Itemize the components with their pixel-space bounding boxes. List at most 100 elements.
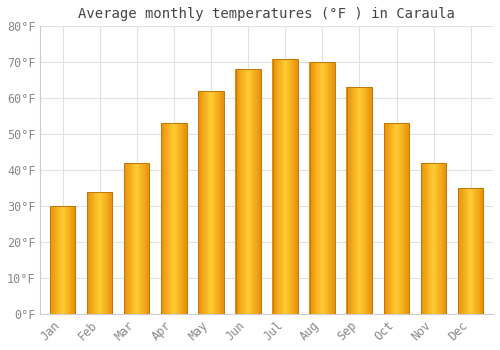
Bar (166, 123, 167, 314)
Bar (199, 91, 200, 314)
Bar (275, 59, 276, 314)
Bar (68, 206, 70, 314)
Bar (222, 91, 223, 314)
Bar (325, 62, 326, 314)
Bar (469, 188, 470, 314)
Bar (106, 192, 108, 314)
Bar (472, 188, 474, 314)
Bar (62, 206, 64, 314)
Bar (216, 91, 217, 314)
Bar (236, 69, 260, 314)
Bar (445, 163, 446, 314)
Bar (144, 163, 146, 314)
Bar (482, 188, 483, 314)
Bar (173, 123, 174, 314)
Bar (347, 88, 372, 314)
Bar (58, 206, 59, 314)
Bar (74, 206, 75, 314)
Bar (286, 59, 287, 314)
Bar (357, 88, 358, 314)
Bar (462, 188, 463, 314)
Bar (172, 123, 173, 314)
Bar (311, 62, 312, 314)
Bar (148, 163, 149, 314)
Bar (398, 123, 399, 314)
Bar (350, 88, 351, 314)
Bar (67, 206, 68, 314)
Bar (130, 163, 132, 314)
Bar (258, 69, 260, 314)
Bar (55, 206, 56, 314)
Bar (135, 163, 136, 314)
Bar (316, 62, 317, 314)
Bar (75, 206, 76, 314)
Bar (326, 62, 328, 314)
Bar (368, 88, 369, 314)
Bar (218, 91, 219, 314)
Bar (236, 69, 237, 314)
Bar (198, 91, 224, 314)
Bar (143, 163, 144, 314)
Bar (249, 69, 250, 314)
Bar (65, 206, 66, 314)
Bar (334, 62, 336, 314)
Bar (124, 163, 126, 314)
Bar (170, 123, 172, 314)
Bar (96, 192, 97, 314)
Bar (254, 69, 255, 314)
Bar (370, 88, 371, 314)
Bar (480, 188, 482, 314)
Bar (105, 192, 106, 314)
Bar (421, 163, 446, 314)
Bar (128, 163, 129, 314)
Bar (260, 69, 261, 314)
Bar (312, 62, 313, 314)
Bar (324, 62, 325, 314)
Bar (478, 188, 480, 314)
Bar (426, 163, 428, 314)
Bar (50, 206, 51, 314)
Bar (94, 192, 96, 314)
Bar (274, 59, 275, 314)
Bar (174, 123, 175, 314)
Bar (352, 88, 354, 314)
Bar (176, 123, 178, 314)
Bar (281, 59, 282, 314)
Bar (396, 123, 398, 314)
Bar (464, 188, 466, 314)
Bar (108, 192, 110, 314)
Bar (331, 62, 332, 314)
Bar (431, 163, 432, 314)
Bar (184, 123, 185, 314)
Bar (358, 88, 360, 314)
Bar (167, 123, 168, 314)
Bar (198, 91, 199, 314)
Bar (251, 69, 252, 314)
Bar (395, 123, 396, 314)
Bar (333, 62, 334, 314)
Bar (272, 59, 273, 314)
Bar (276, 59, 278, 314)
Bar (237, 69, 238, 314)
Bar (440, 163, 442, 314)
Bar (432, 163, 433, 314)
Bar (310, 62, 311, 314)
Bar (235, 69, 236, 314)
Bar (73, 206, 74, 314)
Bar (388, 123, 389, 314)
Bar (138, 163, 140, 314)
Bar (310, 62, 335, 314)
Bar (407, 123, 408, 314)
Bar (140, 163, 141, 314)
Bar (255, 69, 256, 314)
Bar (219, 91, 220, 314)
Bar (53, 206, 54, 314)
Bar (476, 188, 477, 314)
Bar (313, 62, 314, 314)
Bar (127, 163, 128, 314)
Bar (446, 163, 447, 314)
Bar (206, 91, 208, 314)
Bar (54, 206, 55, 314)
Bar (103, 192, 104, 314)
Bar (146, 163, 148, 314)
